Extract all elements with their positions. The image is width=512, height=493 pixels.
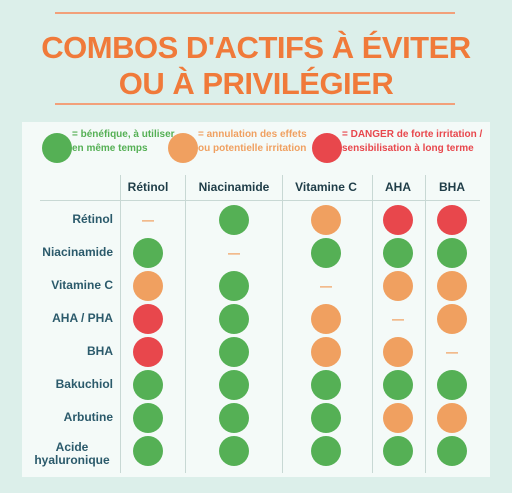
status-dot	[383, 205, 413, 235]
title-line: COMBOS D'ACTIFS À ÉVITER	[41, 30, 471, 65]
row-label: BHA	[87, 344, 113, 358]
status-dot	[437, 370, 467, 400]
top-rule	[55, 12, 455, 14]
column-divider	[372, 175, 373, 473]
header-divider	[40, 200, 480, 201]
status-dot	[437, 271, 467, 301]
status-dot	[437, 436, 467, 466]
status-dot	[219, 205, 249, 235]
column-header: Niacinamide	[198, 180, 270, 194]
status-dot	[133, 238, 163, 268]
legend-text: = DANGER de forte irritation / sensibili…	[342, 129, 483, 154]
column-header: BHA	[439, 180, 465, 194]
column-header: Rétinol	[127, 180, 169, 194]
legend-text: = bénéfique, à utiliser en même temps	[72, 129, 175, 154]
column-divider	[185, 175, 186, 473]
status-dot	[311, 238, 341, 268]
column-divider	[120, 175, 121, 473]
status-dot	[311, 403, 341, 433]
row-label: Niacinamide	[42, 245, 113, 259]
legend-text: = annulation des effets ou potentielle i…	[198, 129, 307, 154]
no-combo: —	[228, 246, 240, 260]
column-header: AHA	[385, 180, 411, 194]
column-divider	[282, 175, 283, 473]
status-dot	[219, 403, 249, 433]
status-dot	[383, 403, 413, 433]
status-dot	[219, 304, 249, 334]
status-dot	[383, 238, 413, 268]
status-dot	[133, 337, 163, 367]
no-combo: —	[446, 345, 458, 359]
status-dot	[133, 271, 163, 301]
status-dot	[219, 337, 249, 367]
row-label: Arbutine	[63, 410, 113, 424]
status-dot	[311, 370, 341, 400]
status-dot	[311, 304, 341, 334]
row-label: Vitamine C	[51, 278, 113, 292]
legend-dot	[42, 133, 72, 163]
status-dot	[437, 205, 467, 235]
status-dot	[133, 436, 163, 466]
status-dot	[311, 436, 341, 466]
status-dot	[311, 205, 341, 235]
status-dot	[133, 403, 163, 433]
status-dot	[383, 337, 413, 367]
status-dot	[219, 370, 249, 400]
status-dot	[133, 370, 163, 400]
row-label: Rétinol	[72, 212, 113, 226]
column-divider	[425, 175, 426, 473]
column-header: Vitamine C	[295, 180, 357, 194]
no-combo: —	[142, 213, 154, 227]
no-combo: —	[320, 279, 332, 293]
bottom-rule	[55, 103, 455, 105]
status-dot	[437, 238, 467, 268]
status-dot	[219, 436, 249, 466]
status-dot	[383, 436, 413, 466]
status-dot	[437, 304, 467, 334]
status-dot	[311, 337, 341, 367]
status-dot	[383, 271, 413, 301]
status-dot	[437, 403, 467, 433]
legend-dot	[312, 133, 342, 163]
status-dot	[383, 370, 413, 400]
row-label: Acide hyaluronique	[34, 440, 110, 467]
legend-dot	[168, 133, 198, 163]
title-line: OU À PRIVILÉGIER	[118, 66, 394, 101]
status-dot	[219, 271, 249, 301]
row-label: Bakuchiol	[55, 377, 113, 391]
row-label: AHA / PHA	[52, 311, 113, 325]
no-combo: —	[392, 312, 404, 326]
status-dot	[133, 304, 163, 334]
